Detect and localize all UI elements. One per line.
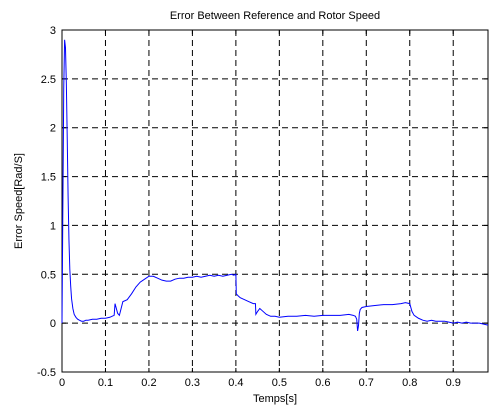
y-tick-label: 2 — [50, 123, 56, 135]
x-tick-label: 0.2 — [141, 377, 156, 389]
y-tick-label: 3 — [50, 25, 56, 37]
x-tick-label: 0.7 — [359, 377, 374, 389]
x-tick-label: 0.3 — [185, 377, 200, 389]
x-tick-label: 0.8 — [402, 377, 417, 389]
y-tick-label: 0.5 — [41, 269, 56, 281]
y-axis-label: Error Speed[Rad/S] — [13, 153, 25, 249]
plot-area — [61, 29, 489, 373]
x-tick-label: 0.5 — [272, 377, 287, 389]
y-tick-label: 0 — [50, 318, 56, 330]
x-tick-label: 0.6 — [315, 377, 330, 389]
y-tick-label: 2.5 — [41, 74, 56, 86]
x-tick-label: 0.1 — [98, 377, 113, 389]
grid-lines — [62, 30, 488, 372]
y-tick-label: -0.5 — [37, 367, 56, 379]
x-axis-label: Temps[s] — [253, 393, 297, 405]
y-tick-label: 1.5 — [41, 172, 56, 184]
x-tick-label: 0.4 — [228, 377, 243, 389]
y-tick-label: 1 — [50, 220, 56, 232]
series-line — [61, 39, 489, 332]
x-tick-label: 0.9 — [446, 377, 461, 389]
axis-ticks — [61, 29, 488, 373]
x-tick-labels: 0 0.1 0.2 0.3 0.4 0.5 0.6 0.7 0.8 0.9 — [59, 377, 461, 389]
x-tick-label: 0 — [59, 377, 65, 389]
chart-title: Error Between Reference and Rotor Speed — [170, 10, 380, 22]
y-tick-labels: -0.5 0 0.5 1 1.5 2 2.5 3 — [37, 25, 56, 379]
